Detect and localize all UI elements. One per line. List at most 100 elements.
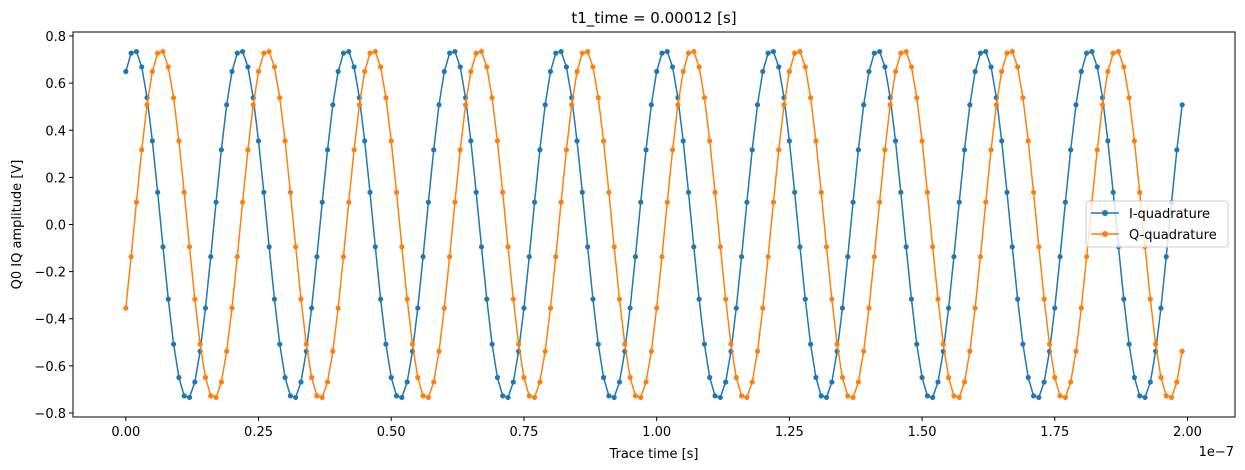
data-point [298,296,304,302]
data-point [1126,95,1132,101]
data-point [930,244,936,250]
data-point [664,199,670,205]
data-point [632,393,639,399]
y-tick-label: −0.6 [34,360,66,375]
data-point [654,305,660,311]
data-point [654,68,660,75]
data-point [887,102,893,108]
data-point [330,348,336,354]
data-point [691,244,697,250]
data-point [213,199,219,205]
data-point [839,374,846,381]
data-point [287,393,293,399]
data-point [823,394,830,401]
data-point [786,68,792,75]
data-point [1084,50,1090,56]
data-point [255,68,262,75]
data-point [516,341,522,347]
data-point [415,305,421,311]
data-point [346,199,352,205]
data-point [468,68,474,75]
x-tick-label: 0.00 [111,425,140,440]
data-point [903,244,909,250]
data-point [749,379,755,385]
data-point [197,341,203,347]
data-point [537,379,543,385]
data-point [271,64,278,70]
data-point [845,254,851,260]
data-point [362,138,368,144]
data-point [309,305,315,311]
x-tick-label: 2.00 [1173,425,1202,440]
y-tick-label: 0.2 [45,171,66,186]
data-point [208,393,214,399]
data-point [218,379,224,385]
data-point [133,48,140,55]
data-point [1158,305,1164,311]
data-point [362,68,368,75]
data-point [834,341,840,347]
data-point [1142,394,1148,401]
data-point [245,64,251,70]
x-tick-label: 1.75 [1040,425,1069,440]
data-point [1137,393,1143,399]
data-point [664,48,670,55]
data-point [1137,189,1143,195]
data-point [346,48,352,55]
data-point [1179,102,1185,108]
data-point [261,50,267,56]
legend-marker-q [1102,231,1108,237]
data-point [648,102,654,108]
data-point [956,199,962,205]
data-point [600,374,607,381]
data-point [1046,341,1053,347]
data-point [282,138,288,144]
data-point [579,189,585,195]
data-point [319,394,325,401]
data-point [558,199,564,205]
data-point [723,296,729,302]
data-point [351,64,357,70]
data-point [537,147,543,153]
data-point [606,189,612,195]
data-point [648,348,654,354]
data-point [234,254,240,260]
data-point [462,102,469,108]
data-point [685,50,692,56]
series-line [125,50,1183,399]
data-point [866,305,872,311]
legend-label-q: Q-quadrature [1129,228,1217,243]
data-point [149,138,155,144]
data-point [1004,50,1010,56]
data-point [287,189,293,195]
data-point [218,147,224,153]
data-point [335,305,341,311]
data-point [531,199,538,205]
data-point [547,305,554,311]
data-point [149,68,155,75]
data-point [1041,296,1047,302]
data-point [579,50,585,56]
data-point [144,102,150,108]
data-point [431,379,437,385]
data-point [155,189,161,195]
data-point [956,394,962,401]
data-point [128,50,134,56]
data-point [744,199,750,205]
data-point [181,189,187,195]
data-point [1057,254,1063,260]
data-point [1121,64,1127,70]
data-point [1004,189,1010,195]
data-point [616,296,623,302]
y-tick-label: −0.2 [34,266,66,281]
data-point [850,199,856,205]
data-point [202,305,209,311]
data-point [213,394,219,401]
data-point [277,95,283,101]
data-point [850,394,856,401]
data-point [696,64,702,70]
data-point [972,68,978,75]
data-point [500,189,506,195]
x-tick-label: 0.25 [244,425,273,440]
data-point [1062,394,1068,401]
